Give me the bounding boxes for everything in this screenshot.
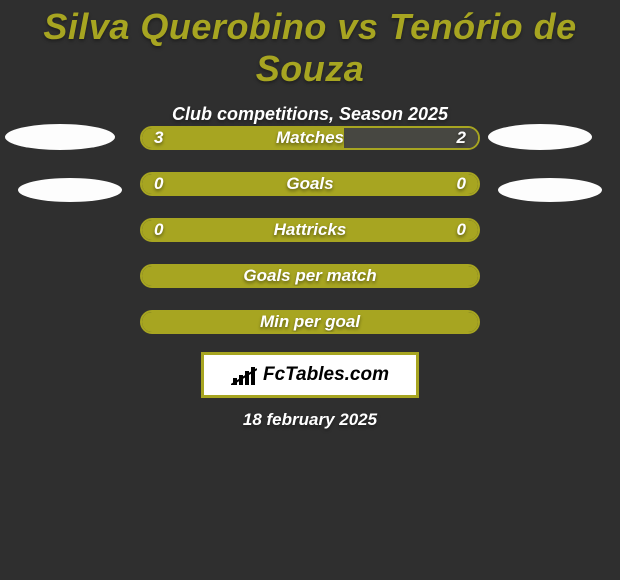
stat-label: Goals per match xyxy=(142,266,478,286)
stat-value-left: 0 xyxy=(154,174,163,194)
source-badge-label: FcTables.com xyxy=(263,364,389,386)
stat-label: Matches xyxy=(142,128,478,148)
stat-label: Min per goal xyxy=(142,312,478,332)
decorative-ellipse xyxy=(498,178,602,202)
stat-row: Matches3 2 xyxy=(140,126,480,150)
stat-value-right: 2 xyxy=(457,128,466,148)
stat-row: Goals per match xyxy=(140,264,480,288)
source-badge: FcTables.com xyxy=(201,352,419,398)
stat-row: Hattricks0 0 xyxy=(140,218,480,242)
comparison-infographic: Silva Querobino vs Tenório de Souza Club… xyxy=(0,0,620,580)
stat-label: Goals xyxy=(142,174,478,194)
stat-label: Hattricks xyxy=(142,220,478,240)
stat-value-right: 0 xyxy=(457,220,466,240)
decorative-ellipse xyxy=(18,178,122,202)
stat-value-left: 0 xyxy=(154,220,163,240)
page-subtitle: Club competitions, Season 2025 xyxy=(0,104,620,125)
decorative-ellipse xyxy=(5,124,115,150)
bar-chart-icon xyxy=(231,365,257,385)
stat-value-left: 3 xyxy=(154,128,163,148)
stat-row: Min per goal xyxy=(140,310,480,334)
stat-value-right: 0 xyxy=(457,174,466,194)
stat-row: Goals0 0 xyxy=(140,172,480,196)
footer-date: 18 february 2025 xyxy=(0,410,620,430)
decorative-ellipse xyxy=(488,124,592,150)
page-title: Silva Querobino vs Tenório de Souza xyxy=(0,0,620,90)
